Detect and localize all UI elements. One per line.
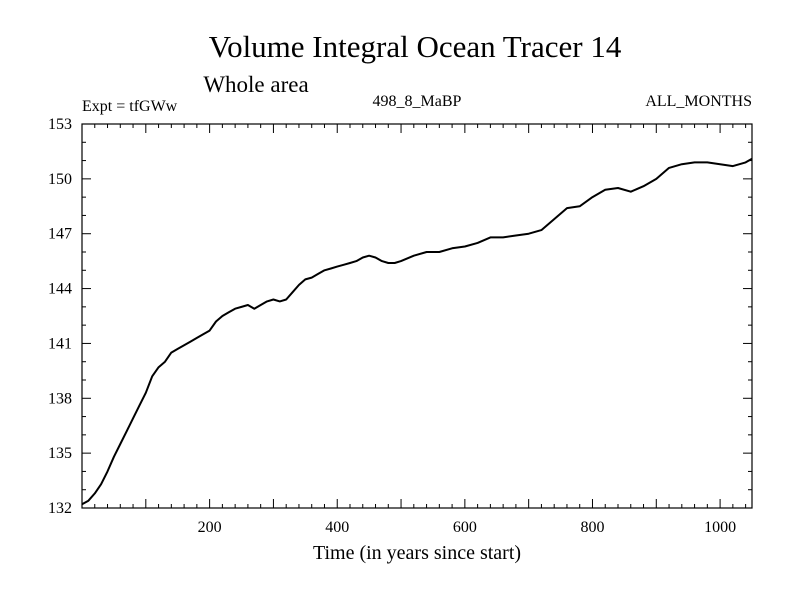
chart-subtitle: Whole area (203, 72, 308, 97)
y-tick-label: 147 (48, 226, 72, 243)
y-tick-label: 141 (48, 335, 72, 352)
series-line (81, 157, 753, 506)
x-tick-label: 200 (198, 519, 222, 536)
x-tick-label: 800 (580, 519, 604, 536)
chart-title: Volume Integral Ocean Tracer 14 (209, 29, 622, 64)
x-tick-label: 1000 (704, 519, 736, 536)
experiment-label: Expt = tfGWw (82, 98, 178, 115)
y-tick-label: 144 (48, 281, 72, 298)
plot-frame (81, 123, 753, 509)
axis-ticks (82, 124, 752, 508)
y-tick-label: 153 (48, 116, 72, 133)
y-tick-label: 135 (48, 445, 72, 462)
y-tick-label: 132 (48, 500, 72, 517)
y-tick-label: 138 (48, 390, 72, 407)
x-tick-label: 600 (453, 519, 477, 536)
x-tick-label: 400 (325, 519, 349, 536)
axis-tick-labels: 200 400 600 800 1000 132 135 138 141 144 147 150 153 (48, 116, 736, 536)
months-label: ALL_MONTHS (645, 93, 752, 110)
period-label: 498_8_MaBP (373, 93, 462, 110)
x-axis-label: Time (in years since start) (313, 542, 521, 564)
y-tick-label: 150 (48, 171, 72, 188)
